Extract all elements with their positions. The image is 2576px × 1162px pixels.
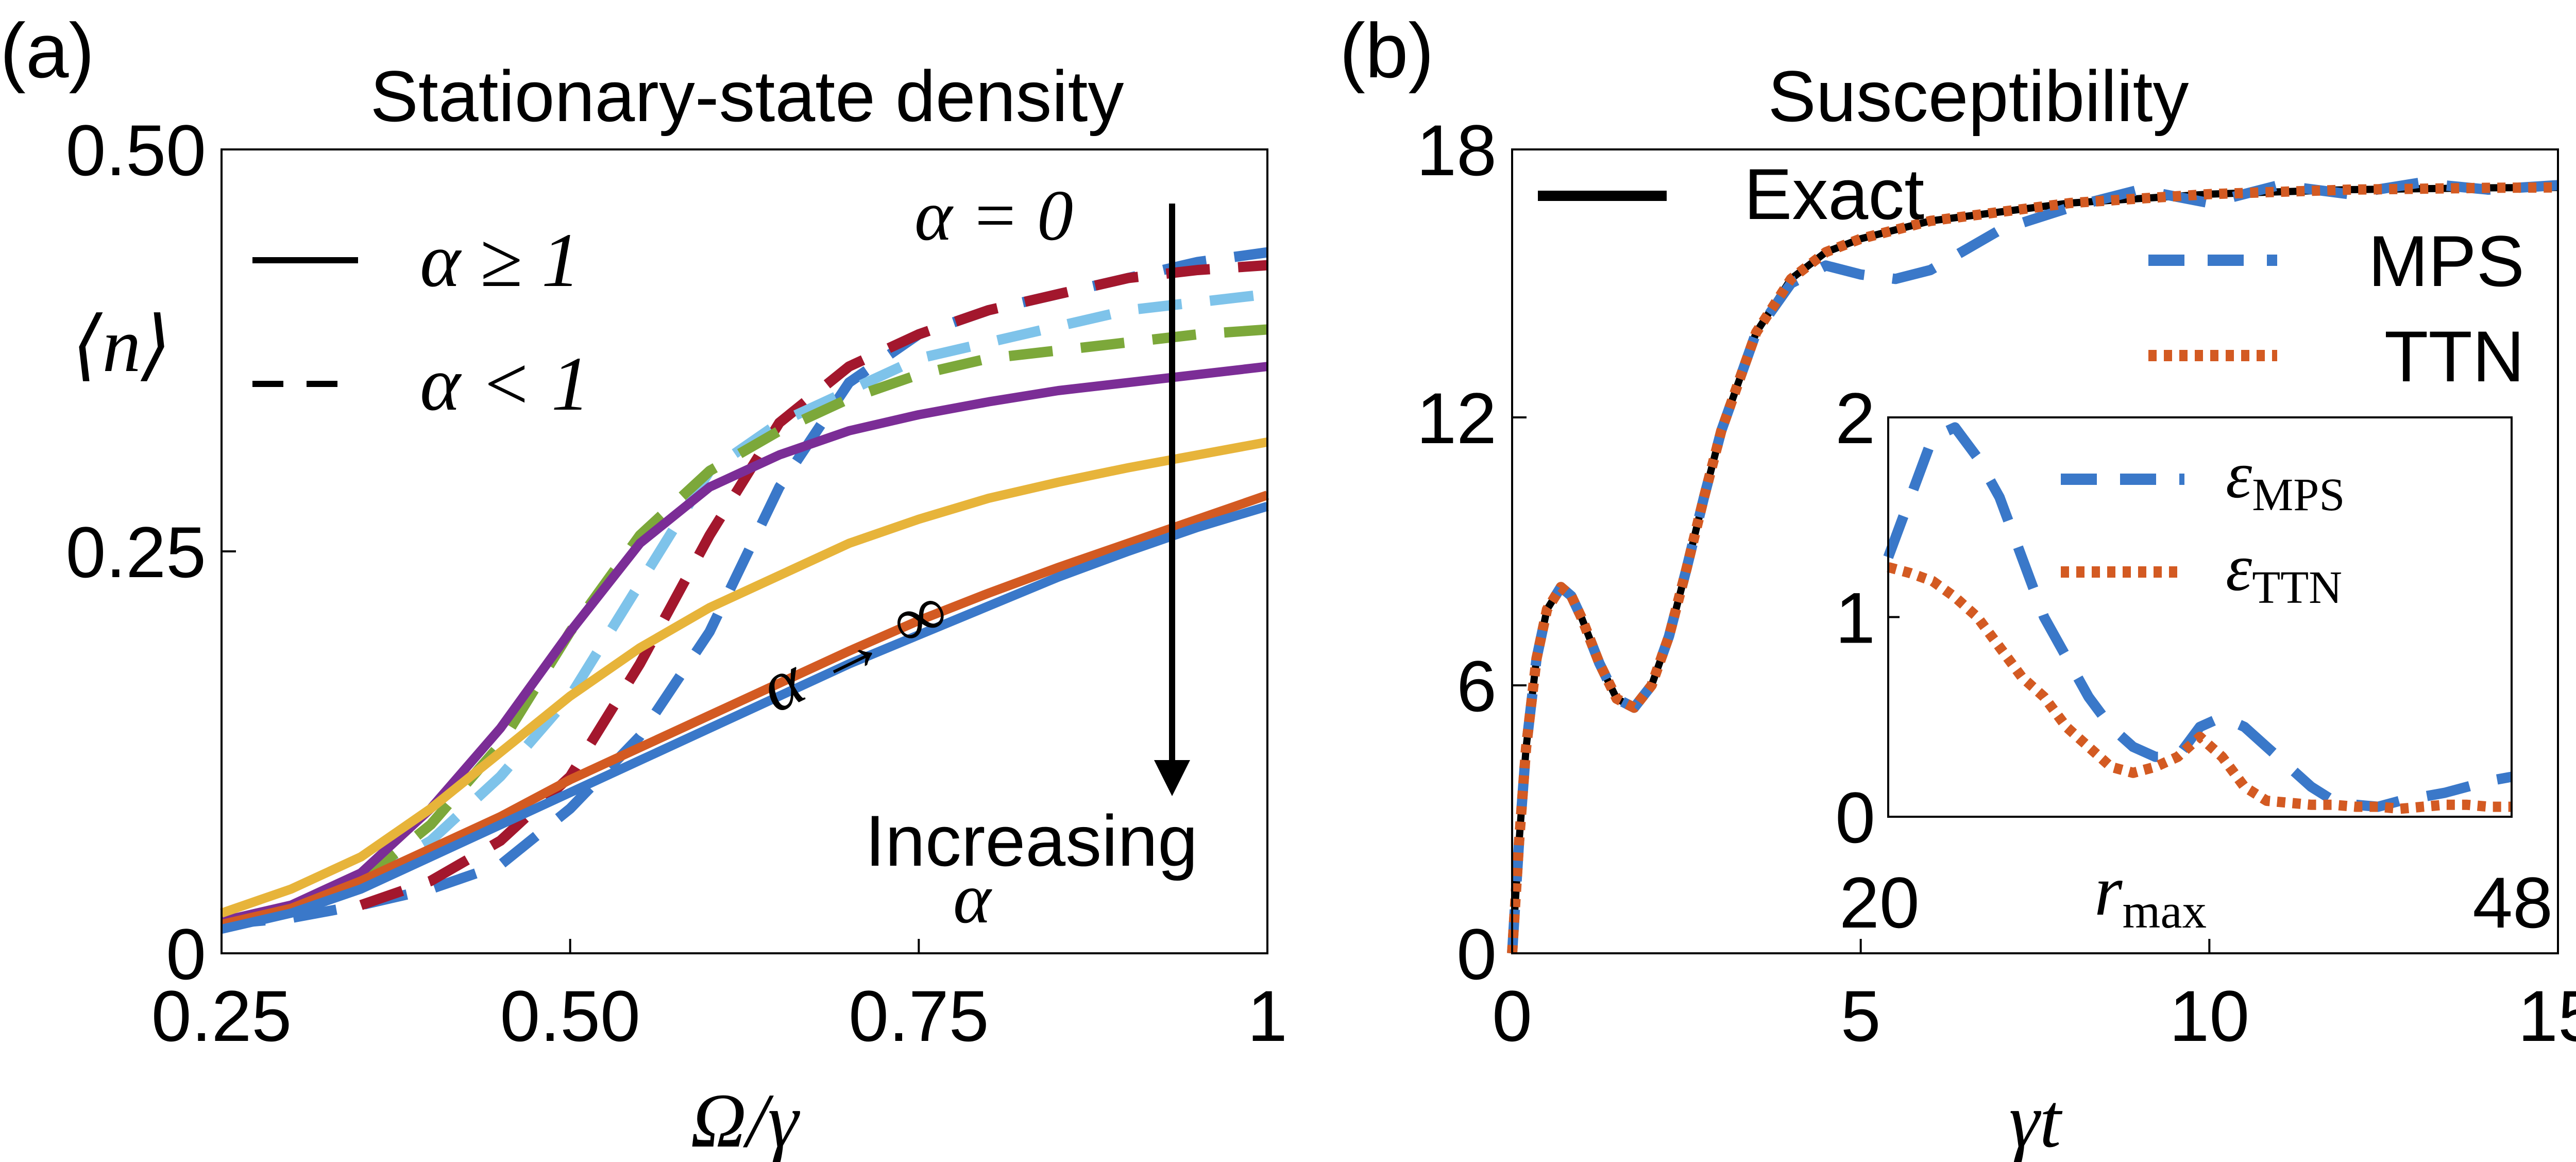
legend-exact-label: Exact xyxy=(1744,154,1924,234)
panel-a: (a) Stationary-state density 00.250.50 0… xyxy=(0,7,1287,1162)
increasing-arrow-head xyxy=(1154,760,1190,796)
panel-b-ytick-label-1: 6 xyxy=(1456,646,1497,727)
panel-a-series-line-3 xyxy=(358,324,1268,885)
panel-b-label: (b) xyxy=(1340,7,1434,94)
panel-b-series-line-2 xyxy=(1507,182,2558,954)
panel-b-xtick-label-2: 10 xyxy=(2169,975,2249,1056)
panel-a-series-line-1 xyxy=(359,260,1268,910)
panel-a-xtick-label-2: 0.75 xyxy=(849,975,989,1056)
increasing-label: Increasing xyxy=(865,800,1198,881)
inset-ytick-label-2: 2 xyxy=(1835,378,1875,459)
inset-series-line-0 xyxy=(1883,422,2513,812)
panel-a-series-line-4 xyxy=(220,362,1268,926)
inset-xtick-left: 20 xyxy=(1839,862,1920,943)
panel-b-xtick-label-1: 5 xyxy=(1841,975,1881,1056)
panel-b-ytick-label-2: 12 xyxy=(1416,378,1497,459)
legend-solid-label: α ≥ 1 xyxy=(420,217,580,303)
inset-ytick-label-1: 1 xyxy=(1835,578,1875,659)
panel-a-ytick-label-1: 0.25 xyxy=(66,512,206,593)
panel-a-series xyxy=(220,247,1269,934)
panel-a-ytick-label-2: 0.50 xyxy=(66,110,206,191)
panel-b-xtick-label-3: 15 xyxy=(2518,975,2576,1056)
inset-xlabel: rmax xyxy=(2094,851,2207,938)
panel-b-ytick-label-0: 0 xyxy=(1456,914,1497,995)
panel-b-xtick-label-0: 0 xyxy=(1492,975,1532,1056)
panel-a-ytick-label-0: 0 xyxy=(166,914,206,995)
panel-a-ylabel: ⟨n⟩ xyxy=(72,302,171,388)
alpha-zero-annotation: α = 0 xyxy=(914,176,1073,256)
inset-series xyxy=(1883,422,2513,814)
panel-a-xlabel: Ω/γ xyxy=(690,1078,800,1162)
panel-b-ytick-label-3: 18 xyxy=(1416,110,1497,191)
inset-legend-mps-label: εMPS xyxy=(2226,438,2345,520)
panel-a-label: (a) xyxy=(0,7,94,94)
inset-chart: 0 1 2 20 48 rmax εMPS εTTN xyxy=(1835,378,2553,943)
panel-a-series-line-5 xyxy=(220,437,1268,918)
panel-a-xtick-label-0: 0.25 xyxy=(151,975,292,1056)
alpha-infinity-annotation: α → ∞ xyxy=(748,570,960,728)
panel-a-xtick-label-1: 0.50 xyxy=(500,975,640,1056)
panel-b-y-ticks: 0 6 12 18 xyxy=(1416,110,1527,995)
panel-a-series-line-7 xyxy=(220,501,1269,934)
inset-xtick-right: 48 xyxy=(2472,862,2553,943)
panel-b-xlabel: γt xyxy=(2009,1078,2063,1162)
inset-ytick-label-0: 0 xyxy=(1835,777,1875,858)
panel-b-x-ticks: 0 5 10 15 xyxy=(1492,939,2576,1056)
panel-b-axes-box xyxy=(1511,148,2559,954)
panel-b-title: Susceptibility xyxy=(1768,56,2189,137)
panel-b-series xyxy=(1507,178,2558,954)
panel-a-series-line-2 xyxy=(358,289,1268,886)
panel-a-legend: α ≥ 1 α < 1 xyxy=(252,217,590,427)
legend-mps-label: MPS xyxy=(2368,221,2524,301)
inset-series-line-1 xyxy=(1887,562,2512,814)
inset-legend-ttn-label: εTTN xyxy=(2226,531,2342,613)
panel-a-series-line-6 xyxy=(220,491,1269,929)
inset-background xyxy=(1888,417,2512,817)
panel-a-title: Stationary-state density xyxy=(370,56,1124,137)
panel-a-x-ticks: 0.25 0.50 0.75 1 xyxy=(151,939,1287,1056)
panel-b-legend: Exact MPS TTN xyxy=(1538,154,2524,397)
panel-a-xtick-label-3: 1 xyxy=(1247,975,1287,1056)
inset-y-ticks: 0 1 2 xyxy=(1835,378,1900,858)
legend-dashed-label: α < 1 xyxy=(420,341,590,427)
increasing-alpha-label: α xyxy=(953,858,992,938)
panel-a-y-ticks: 0 0.25 0.50 xyxy=(66,110,236,995)
legend-ttn-label: TTN xyxy=(2384,316,2524,397)
